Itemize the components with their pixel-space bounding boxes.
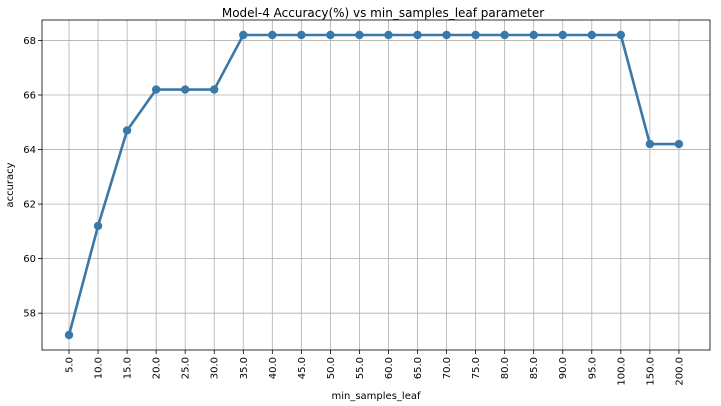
data-point	[210, 85, 219, 94]
data-point	[384, 30, 393, 40]
y-tick-label: 60	[23, 254, 36, 265]
x-tick-label: 200.0	[674, 357, 685, 386]
series-line	[67, 33, 679, 336]
x-tick-label: 15.0	[123, 357, 134, 379]
y-tick-label: 58	[23, 309, 36, 320]
x-tick-label: 95.0	[587, 357, 598, 379]
x-tick-label: 60.0	[384, 357, 395, 379]
x-axis: 5.0 10.0 15.0 20.0 25.0 30.0 35.0 40.0 45.0 50.0 5…	[65, 350, 685, 386]
data-point	[529, 30, 538, 40]
x-tick-label: 55.0	[355, 357, 366, 379]
x-tick-label: 25.0	[181, 357, 192, 379]
y-axis-label: accuracy	[5, 162, 16, 207]
x-tick-label: 70.0	[442, 357, 453, 379]
plot-frame	[41, 19, 711, 351]
x-tick-label: 35.0	[239, 357, 250, 379]
x-tick-label: 40.0	[268, 357, 279, 379]
data-point	[500, 30, 509, 40]
data-point	[268, 30, 277, 40]
y-tick-label: 62	[23, 200, 36, 211]
data-point	[122, 126, 132, 135]
data-point	[151, 85, 161, 94]
series-accuracy	[64, 30, 684, 340]
data-point	[239, 30, 248, 40]
x-tick-label: 85.0	[529, 357, 540, 379]
grid-lines	[42, 20, 710, 350]
data-point	[645, 139, 655, 149]
x-tick-label: 50.0	[326, 357, 337, 379]
data-point	[297, 30, 306, 40]
chart-title: Model-4 Accuracy(%) vs min_samples_leaf …	[222, 6, 544, 20]
x-tick-label: 5.0	[65, 357, 76, 373]
data-point	[180, 85, 190, 94]
x-tick-label: 100.0	[616, 357, 627, 386]
data-point	[93, 221, 103, 231]
x-tick-label: 80.0	[500, 357, 511, 379]
x-axis-label: min_samples_leaf	[331, 391, 420, 402]
y-axis: 58 60 62 64 66 68	[23, 36, 42, 320]
data-point	[413, 30, 422, 40]
x-tick-label: 150.0	[645, 357, 656, 386]
x-tick-label: 10.0	[94, 357, 105, 379]
x-tick-label: 75.0	[471, 357, 482, 379]
y-tick-label: 64	[23, 145, 36, 156]
x-tick-label: 65.0	[413, 357, 424, 379]
data-point	[471, 30, 480, 40]
x-tick-label: 30.0	[210, 357, 221, 379]
y-tick-label: 66	[23, 91, 36, 102]
data-point	[558, 30, 567, 40]
data-point	[616, 30, 626, 40]
data-point	[326, 30, 335, 40]
data-point	[587, 30, 596, 40]
data-point	[64, 330, 74, 340]
x-tick-label: 45.0	[297, 357, 308, 379]
x-tick-label: 20.0	[152, 357, 163, 379]
data-point	[355, 30, 364, 40]
y-tick-label: 68	[23, 36, 36, 47]
data-point	[674, 139, 684, 149]
data-point	[442, 30, 451, 40]
x-tick-label: 90.0	[558, 357, 569, 379]
